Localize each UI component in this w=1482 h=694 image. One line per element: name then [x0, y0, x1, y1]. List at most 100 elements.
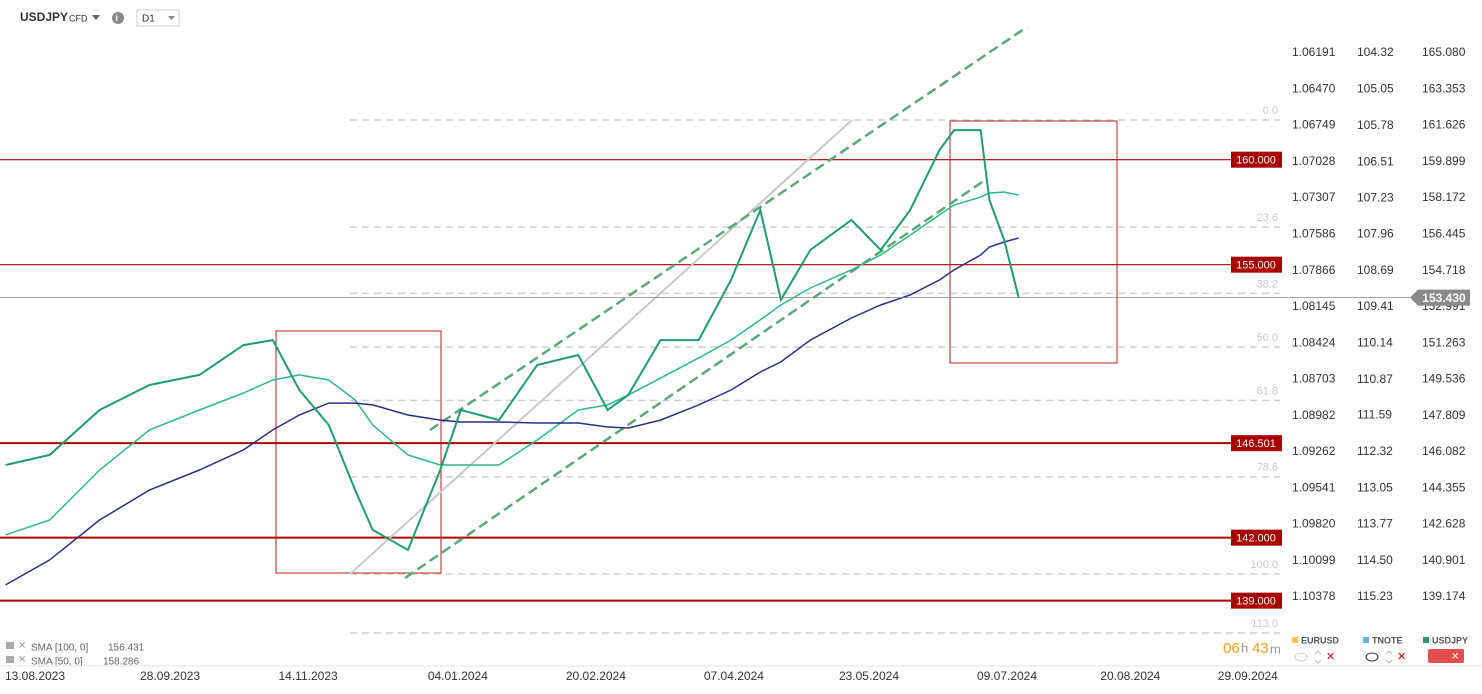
y-tick-label: 154.718: [1422, 263, 1466, 277]
level-label: 146.501: [1236, 438, 1276, 450]
x-tick-label: 14.11.2023: [279, 669, 338, 683]
level-tag: [1231, 256, 1282, 273]
y-tick-label: 1.10378: [1292, 589, 1336, 603]
remove-indicator[interactable]: ✕: [18, 641, 26, 652]
fib-label: 100.0: [1250, 559, 1278, 571]
fib-label: 61.8: [1257, 385, 1278, 397]
y-tick-label: 1.07586: [1292, 226, 1336, 240]
level-tag: [1231, 151, 1282, 168]
y-tick-label: 1.09262: [1292, 444, 1336, 458]
legend-label: USDJPY: [1432, 635, 1468, 645]
remove[interactable]: ✕: [1326, 651, 1335, 663]
channel-line: [429, 25, 1028, 432]
y-tick-label: 106.51: [1357, 154, 1394, 168]
reorder[interactable]: [1314, 650, 1322, 664]
y-tick-label: 161.626: [1422, 118, 1466, 132]
interval: D1: [142, 14, 155, 25]
y-tick-label: 107.96: [1357, 227, 1394, 241]
level-tag: [1231, 592, 1282, 609]
visibility-toggle[interactable]: [1294, 652, 1308, 662]
x-tick-label: 29.09.2024: [1218, 669, 1278, 683]
indicator-value: 156.431: [108, 643, 145, 654]
y-tick-label: 1.09820: [1292, 517, 1336, 531]
info-icon[interactable]: [112, 12, 124, 24]
visibility-toggle[interactable]: [1365, 652, 1379, 662]
reorder[interactable]: [1385, 650, 1393, 664]
x-tick-label: 13.08.2023: [5, 669, 65, 683]
x-tick-label: 28.09.2023: [140, 669, 200, 683]
fib-label: 23.6: [1257, 212, 1278, 224]
legend-swatch: [1363, 637, 1369, 643]
y-tick-label: 110.87: [1357, 372, 1393, 386]
fib-label: 78.6: [1257, 462, 1278, 474]
y-tick-label: 1.08982: [1292, 408, 1336, 422]
y-tick-label: 147.809: [1422, 408, 1466, 422]
y-tick-label: 1.08703: [1292, 372, 1336, 386]
level-label: 160.000: [1236, 155, 1276, 167]
x-tick-label: 04.01.2024: [428, 669, 488, 683]
fib-label: 38.2: [1257, 278, 1278, 290]
legend-label: EURUSD: [1301, 635, 1340, 645]
sma-line: [5, 237, 1019, 586]
y-tick-label: 105.78: [1357, 118, 1394, 132]
y-tick-label: 156.445: [1422, 226, 1466, 240]
sma-line: [5, 191, 1019, 536]
y-tick-label: 1.08145: [1292, 299, 1336, 313]
legend-swatch: [1423, 637, 1429, 643]
y-tick-label: 1.08424: [1292, 335, 1336, 349]
y-tick-label: 1.09541: [1292, 480, 1336, 494]
instrument-legend: EURUSD ✕ TNOTE ✕ USDJPY ✕: [1292, 635, 1468, 664]
y-tick-label: 109.41: [1357, 299, 1394, 313]
fib-label: 113.0: [1251, 618, 1278, 630]
remove[interactable]: ✕: [1397, 651, 1406, 663]
y-tick-label: 146.082: [1422, 444, 1466, 458]
legend-swatch: [1292, 637, 1298, 643]
remove-indicator[interactable]: ✕: [18, 655, 26, 666]
level-label: 139.000: [1236, 596, 1276, 608]
current-price-tag: [1410, 289, 1470, 306]
current-price-label: 153.430: [1422, 291, 1466, 305]
interval-arrow: [168, 16, 175, 20]
level-tag: [1231, 435, 1282, 452]
fib-label: 50.0: [1257, 332, 1278, 344]
y-tick-label: 115.23: [1357, 589, 1393, 603]
indicator-name: SMA [50, 0]: [31, 657, 83, 668]
x-tick-label: 07.04.2024: [704, 669, 764, 683]
info-glyph: i: [116, 13, 119, 23]
y-tick-label: 1.07866: [1292, 263, 1336, 277]
y-tick-label: 113.77: [1357, 516, 1393, 530]
y-tick-label: 149.536: [1422, 372, 1466, 386]
interval-select[interactable]: [136, 9, 180, 27]
legend-label: TNOTE: [1372, 635, 1403, 645]
price-line: [5, 129, 1020, 552]
y-tick-label: 140.901: [1422, 553, 1466, 567]
x-tick-label: 20.08.2024: [1100, 669, 1160, 683]
indicator-icon[interactable]: [6, 642, 14, 649]
level-tag: [1231, 529, 1282, 546]
y-tick-label: 1.07307: [1292, 190, 1336, 204]
y-tick-label: 104.32: [1357, 45, 1394, 59]
y-tick-label: 112.32: [1357, 444, 1393, 458]
indicator-name: SMA [100, 0]: [31, 643, 88, 654]
level-label: 155.000: [1236, 260, 1276, 272]
y-tick-label: 111.59: [1357, 408, 1392, 422]
y-tick-label: 165.080: [1422, 45, 1466, 59]
indicator-value: 158.286: [103, 657, 140, 668]
controls[interactable]: [1428, 649, 1464, 663]
y-tick-label: 114.50: [1357, 553, 1393, 567]
plot: [5, 129, 1020, 586]
range-box: [949, 120, 1118, 364]
y-tick-label: 110.14: [1357, 335, 1393, 349]
indicator-icon[interactable]: [6, 656, 14, 663]
symbol-dropdown[interactable]: [92, 15, 100, 20]
fibonacci: 0.0 23.6 38.2 50.0 61.8 78.6 100.0 113.0: [350, 105, 1280, 634]
timer-unit: m: [1270, 641, 1281, 656]
levels: 160.000 155.000 146.501 142.000 139.000: [0, 151, 1282, 609]
instrument: CFD: [69, 13, 88, 23]
remove[interactable]: ✕: [1451, 652, 1459, 663]
x-tick-label: 20.02.2024: [566, 669, 626, 683]
y-tick-label: 108.69: [1357, 263, 1394, 277]
y-tick-label: 1.07028: [1292, 154, 1336, 168]
